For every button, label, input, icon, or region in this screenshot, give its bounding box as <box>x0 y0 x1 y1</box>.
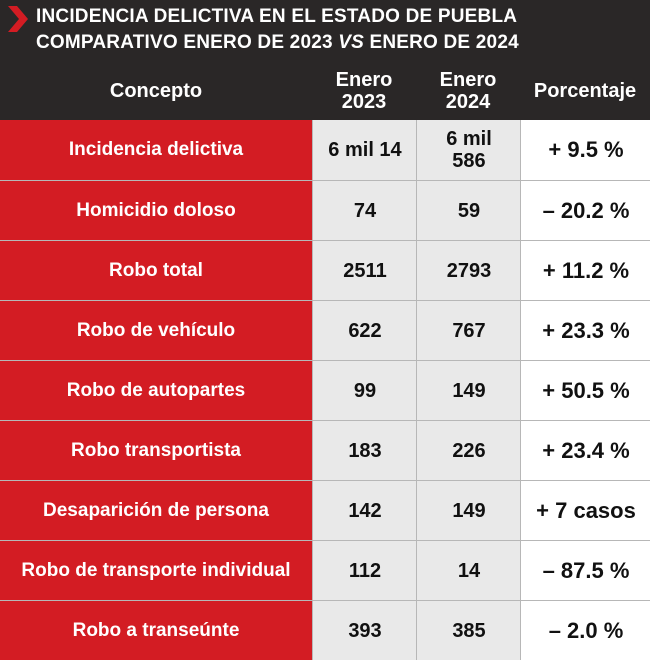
percent-cell: + 7 casos <box>520 481 650 540</box>
concept-cell: Homicidio doloso <box>0 181 312 240</box>
value-2023-cell: 99 <box>312 361 417 420</box>
percent-cell: + 50.5 % <box>520 361 650 420</box>
title-line-2: COMPARATIVO ENERO DE 2023 VS ENERO DE 20… <box>36 32 519 54</box>
concept-cell: Robo de autopartes <box>0 361 312 420</box>
percent-cell: – 2.0 % <box>520 601 650 660</box>
table-row: Incidencia delictiva 6 mil 14 6 mil 586 … <box>0 120 650 180</box>
value-2023-cell: 393 <box>312 601 417 660</box>
table-row: Desaparición de persona 142 149 + 7 caso… <box>0 480 650 540</box>
value-2024-cell: 767 <box>416 301 521 360</box>
title-vs: VS <box>338 32 364 53</box>
table-row: Robo de autopartes 99 149 + 50.5 % <box>0 360 650 420</box>
table-row: Robo transportista 183 226 + 23.4 % <box>0 420 650 480</box>
value-2024-cell: 385 <box>416 601 521 660</box>
table-row: Homicidio doloso 74 59 – 20.2 % <box>0 180 650 240</box>
value-2024-cell: 2793 <box>416 241 521 300</box>
value-2023-cell: 142 <box>312 481 417 540</box>
percent-cell: + 11.2 % <box>520 241 650 300</box>
header-porcentaje: Porcentaje <box>533 80 637 102</box>
concept-cell: Incidencia delictiva <box>0 120 312 180</box>
concept-cell: Robo de transporte individual <box>0 541 312 600</box>
header-enero-2023: Enero 2023 <box>335 69 393 113</box>
concept-cell: Robo total <box>0 241 312 300</box>
value-2023-cell: 6 mil 14 <box>312 120 417 180</box>
concept-cell: Robo de vehículo <box>0 301 312 360</box>
header-concepto: Concepto <box>109 80 203 102</box>
concept-cell: Robo a transeúnte <box>0 601 312 660</box>
value-2023-cell: 112 <box>312 541 417 600</box>
value-2023-cell: 622 <box>312 301 417 360</box>
table-row: Robo a transeúnte 393 385 – 2.0 % <box>0 600 650 660</box>
table-row: Robo de transporte individual 112 14 – 8… <box>0 540 650 600</box>
value-2024-cell: 149 <box>416 481 521 540</box>
table-header: Concepto Enero 2023 Enero 2024 Porcentaj… <box>0 62 650 120</box>
title-bar: INCIDENCIA DELICTIVA EN EL ESTADO DE PUE… <box>0 0 650 62</box>
value-2023-cell: 74 <box>312 181 417 240</box>
concept-cell: Desaparición de persona <box>0 481 312 540</box>
value-2024-cell: 226 <box>416 421 521 480</box>
value-2023-cell: 183 <box>312 421 417 480</box>
percent-cell: + 9.5 % <box>520 120 650 180</box>
value-2024-cell: 59 <box>416 181 521 240</box>
data-table: Incidencia delictiva 6 mil 14 6 mil 586 … <box>0 120 650 660</box>
percent-cell: + 23.3 % <box>520 301 650 360</box>
table-row: Robo total 2511 2793 + 11.2 % <box>0 240 650 300</box>
value-2024-cell: 6 mil 586 <box>416 120 521 180</box>
percent-cell: + 23.4 % <box>520 421 650 480</box>
chevron-right-icon <box>8 6 28 32</box>
concept-cell: Robo transportista <box>0 421 312 480</box>
header-enero-2024: Enero 2024 <box>439 69 497 113</box>
percent-cell: – 87.5 % <box>520 541 650 600</box>
value-2024-cell: 14 <box>416 541 521 600</box>
title-line-2-part1: COMPARATIVO ENERO DE 2023 <box>36 32 339 53</box>
value-2023-cell: 2511 <box>312 241 417 300</box>
title-line-2-part2: ENERO DE 2024 <box>363 32 519 53</box>
percent-cell: – 20.2 % <box>520 181 650 240</box>
table-row: Robo de vehículo 622 767 + 23.3 % <box>0 300 650 360</box>
title-line-1: INCIDENCIA DELICTIVA EN EL ESTADO DE PUE… <box>36 6 518 27</box>
value-2024-cell: 149 <box>416 361 521 420</box>
